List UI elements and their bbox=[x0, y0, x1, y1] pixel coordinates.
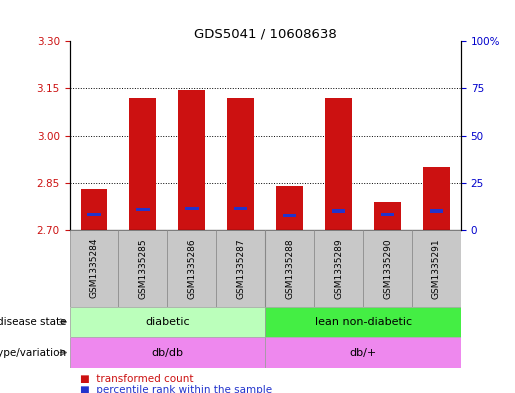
Text: lean non-diabetic: lean non-diabetic bbox=[315, 317, 411, 327]
Text: diabetic: diabetic bbox=[145, 317, 190, 327]
Bar bbox=[363, 230, 412, 307]
Bar bbox=[325, 98, 352, 230]
Text: GSM1335287: GSM1335287 bbox=[236, 238, 245, 299]
Text: GSM1335284: GSM1335284 bbox=[90, 238, 98, 298]
Bar bbox=[70, 307, 265, 337]
Text: GSM1335291: GSM1335291 bbox=[432, 238, 441, 299]
Bar bbox=[265, 307, 461, 337]
Bar bbox=[430, 209, 443, 213]
Text: GSM1335285: GSM1335285 bbox=[139, 238, 147, 299]
Bar bbox=[136, 208, 150, 211]
Text: db/db: db/db bbox=[151, 347, 183, 358]
Bar bbox=[283, 213, 297, 217]
Text: GSM1335286: GSM1335286 bbox=[187, 238, 196, 299]
Text: db/+: db/+ bbox=[350, 347, 376, 358]
Bar bbox=[276, 186, 303, 230]
Bar bbox=[314, 230, 363, 307]
Bar bbox=[129, 98, 157, 230]
Bar bbox=[70, 337, 265, 368]
Text: genotype/variation: genotype/variation bbox=[0, 347, 67, 358]
Bar bbox=[70, 230, 118, 307]
Bar bbox=[381, 213, 394, 216]
Bar bbox=[423, 167, 450, 230]
Bar bbox=[185, 207, 199, 210]
Bar bbox=[234, 207, 248, 210]
Bar bbox=[216, 230, 265, 307]
Title: GDS5041 / 10608638: GDS5041 / 10608638 bbox=[194, 27, 337, 40]
Text: disease state: disease state bbox=[0, 317, 67, 327]
Bar bbox=[412, 230, 461, 307]
Text: GSM1335289: GSM1335289 bbox=[334, 238, 343, 299]
Bar bbox=[80, 189, 108, 230]
Bar bbox=[87, 213, 101, 216]
Bar bbox=[265, 337, 461, 368]
Bar bbox=[227, 98, 254, 230]
Text: GSM1335288: GSM1335288 bbox=[285, 238, 294, 299]
Text: ■  transformed count: ■ transformed count bbox=[80, 374, 193, 384]
Text: GSM1335290: GSM1335290 bbox=[383, 238, 392, 299]
Bar bbox=[265, 230, 314, 307]
Text: ■  percentile rank within the sample: ■ percentile rank within the sample bbox=[80, 386, 272, 393]
Bar bbox=[178, 90, 205, 230]
Bar bbox=[332, 209, 346, 213]
Bar bbox=[118, 230, 167, 307]
Bar bbox=[374, 202, 401, 230]
Bar bbox=[167, 230, 216, 307]
